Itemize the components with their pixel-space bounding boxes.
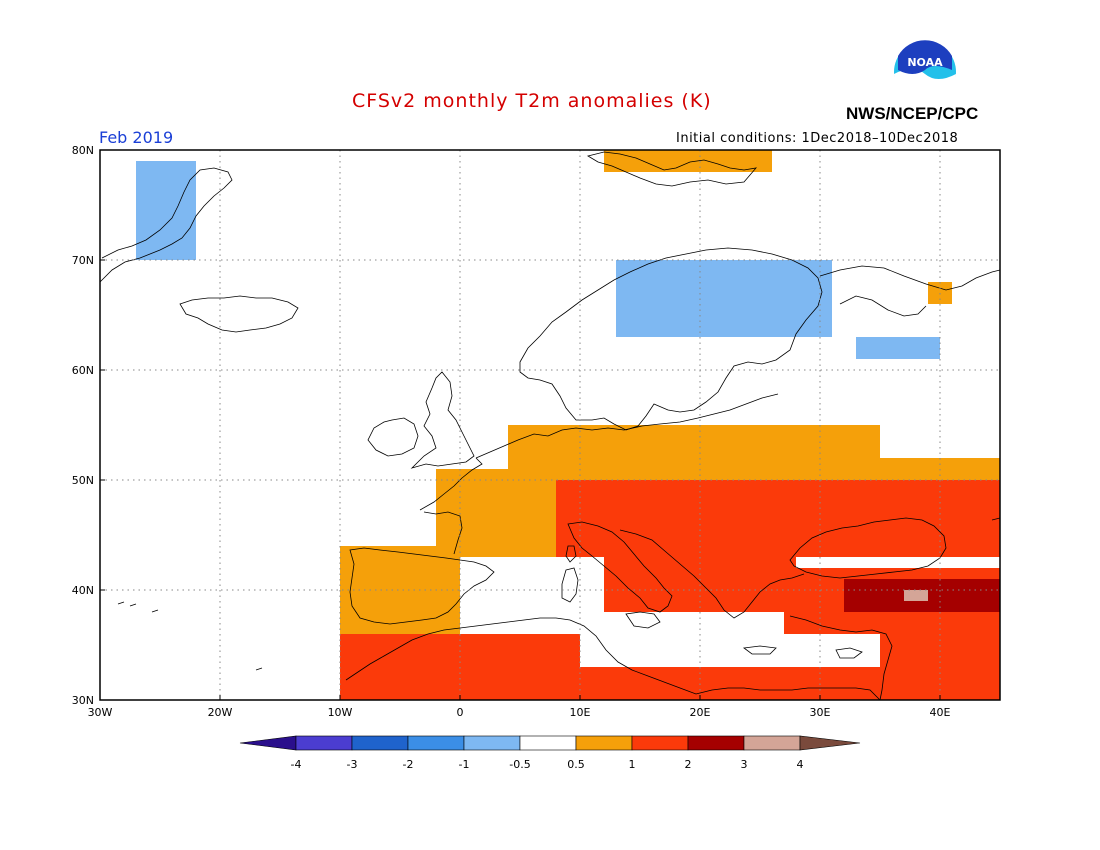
map-title: CFSv2 monthly T2m anomalies (K) [352, 90, 712, 112]
coastline-ireland [367, 417, 419, 457]
coastline-corsica [565, 545, 577, 563]
coastline-caspian [991, 517, 1001, 521]
legend-label: -2 [403, 758, 414, 771]
coastline-kola [819, 265, 1001, 291]
legend-box [687, 735, 745, 751]
coastline-italy [567, 521, 673, 613]
color-legend: -4 -3 -2 -1 -0.5 0.5 1 2 3 4 [239, 735, 861, 771]
coastline-sicily [625, 611, 661, 629]
legend-label: -0.5 [509, 758, 530, 771]
anomaly-region-15 [856, 337, 940, 359]
coastline-north-africa [345, 617, 881, 701]
y-tick-label: 60N [72, 364, 94, 377]
legend-box [519, 735, 577, 751]
x-tick-label: 10E [570, 706, 591, 719]
x-tick-label: 20W [208, 706, 233, 719]
legend-label: 3 [741, 758, 748, 771]
legend-labels: -4 -3 -2 -1 -0.5 0.5 1 2 3 4 [291, 758, 804, 771]
legend-label: -3 [347, 758, 358, 771]
legend-label: 4 [797, 758, 804, 771]
legend-box [631, 735, 689, 751]
coastline-crete [742, 645, 777, 655]
x-tick-label: 30W [88, 706, 113, 719]
y-tick-label: 50N [72, 474, 94, 487]
legend-label: 2 [685, 758, 692, 771]
x-tick-label: 40E [930, 706, 951, 719]
legend-box [463, 735, 521, 751]
legend-label: -4 [291, 758, 302, 771]
legend-label: 1 [629, 758, 636, 771]
anomaly-region-11 [904, 590, 928, 601]
x-tick-label: 0 [457, 706, 464, 719]
coastline-cyprus [835, 647, 863, 659]
coastline-iceland [179, 295, 299, 333]
noaa-logo: NOAA [894, 40, 956, 104]
legend-box [295, 735, 353, 751]
y-tick-label: 40N [72, 584, 94, 597]
legend-box [407, 735, 465, 751]
legend-label: 0.5 [567, 758, 585, 771]
forecast-period: Feb 2019 [99, 128, 174, 147]
legend-label: -1 [459, 758, 470, 771]
agency-credit: NWS/NCEP/CPC [846, 104, 979, 123]
coastlines [99, 151, 1001, 701]
legend-boxes [239, 735, 861, 751]
coastline-britain [410, 371, 475, 469]
axis-ticks: 30W 20W 10W 0 10E 20E 30E 40E 30N 40N 50N 60N 70N 80N [72, 144, 951, 719]
x-tick-label: 20E [690, 706, 711, 719]
x-tick-label: 30E [810, 706, 831, 719]
y-tick-label: 80N [72, 144, 94, 157]
legend-box [575, 735, 633, 751]
initial-conditions: Initial conditions: 1Dec2018–10Dec2018 [676, 131, 959, 146]
y-tick-label: 30N [72, 694, 94, 707]
coastline-sardinia [561, 567, 579, 603]
legend-box [743, 735, 801, 751]
legend-box [351, 735, 409, 751]
coastline-black-sea [789, 517, 947, 579]
coastline-europe-north [475, 393, 779, 459]
coastline-greenland [99, 167, 233, 283]
anomaly-region-16 [604, 150, 772, 172]
anomaly-region-12 [136, 161, 196, 260]
y-tick-label: 70N [72, 254, 94, 267]
anomaly-map: 30W 20W 10W 0 10E 20E 30E 40E 30N 40N 50N 60N 70N 80N [72, 144, 1001, 719]
coastline-iberia [349, 547, 495, 625]
coastline-white-sea [839, 295, 927, 317]
coastline-balkans [619, 529, 805, 619]
map-frame [99, 149, 1001, 701]
legend-arrow-high [799, 735, 861, 751]
coastline-france [419, 457, 483, 511]
graticule [100, 150, 1000, 700]
legend-arrow-low [239, 735, 297, 751]
coastline-anatolia [789, 615, 893, 701]
coastline-scandinavia [519, 247, 823, 431]
coastline-azores [117, 601, 159, 613]
anomaly-region-14 [616, 260, 832, 337]
x-tick-label: 10W [328, 706, 353, 719]
coastline-svalbard [586, 151, 758, 187]
noaa-logo-text: NOAA [907, 56, 943, 69]
